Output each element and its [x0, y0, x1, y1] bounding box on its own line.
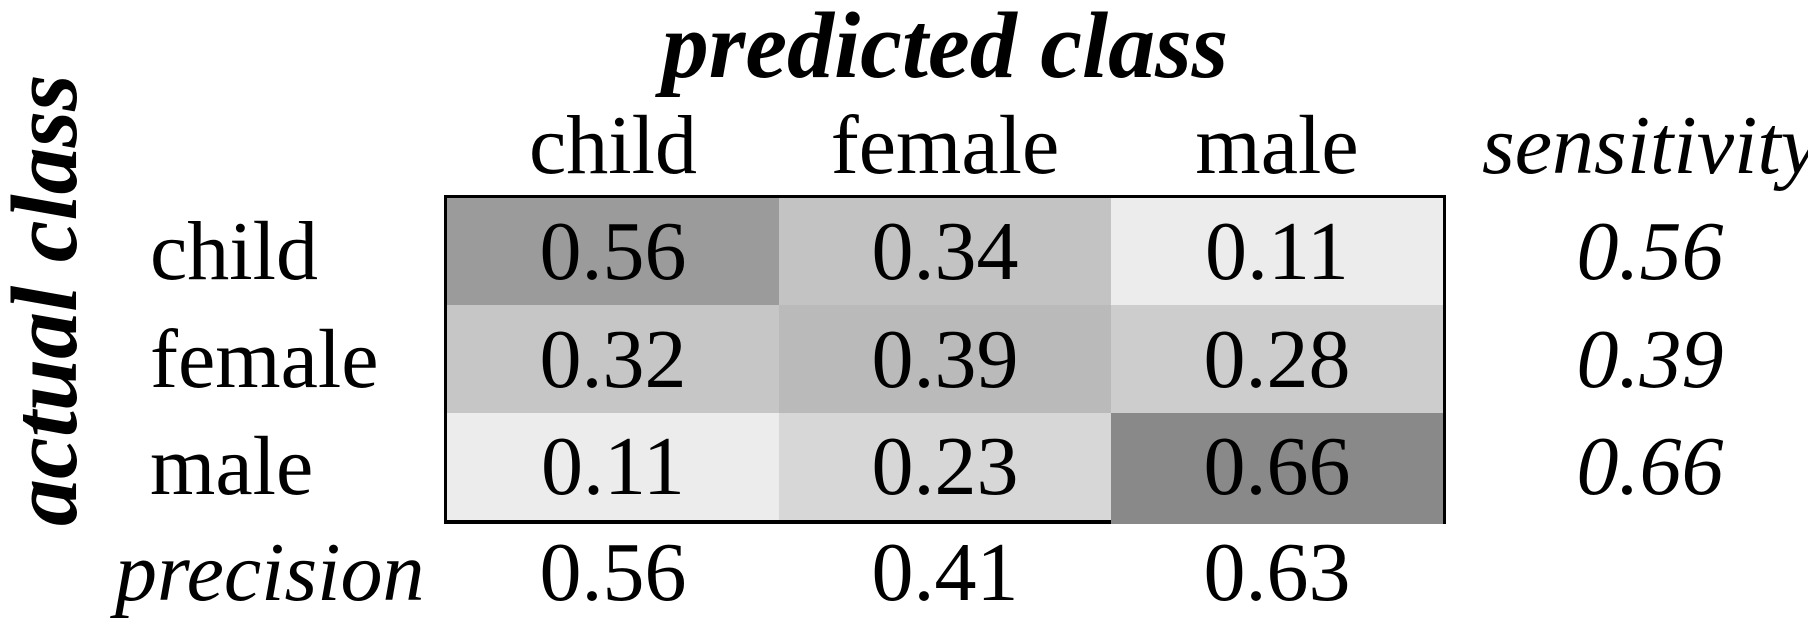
precision-value-male: 0.63	[1203, 525, 1351, 619]
precision-value-child: 0.56	[539, 525, 687, 619]
precision-value-female: 0.41	[871, 525, 1019, 619]
matrix-cell: 0.39	[779, 305, 1111, 413]
actual-class-axis-label: actual class	[0, 74, 97, 526]
sensitivity-value-child: 0.56	[1576, 205, 1724, 298]
matrix-border-bottom	[444, 520, 1111, 524]
col-header-sensitivity: sensitivity	[1482, 99, 1808, 192]
matrix-border-left	[444, 195, 447, 524]
col-header-child: child	[529, 99, 697, 192]
sensitivity-value-female: 0.39	[1576, 312, 1724, 406]
matrix-cell: 0.23	[779, 413, 1111, 520]
matrix-border-right	[1443, 195, 1446, 524]
precision-row-label: precision	[115, 525, 425, 619]
col-header-female: female	[830, 99, 1060, 192]
matrix-cell-dark-extension	[1111, 520, 1443, 524]
col-header-male: male	[1195, 99, 1359, 192]
row-header-male: male	[150, 420, 314, 513]
matrix-cell: 0.11	[447, 413, 779, 520]
matrix-cell: 0.32	[447, 305, 779, 413]
row-header-child: child	[150, 205, 318, 298]
matrix-cell: 0.28	[1111, 305, 1443, 413]
confusion-matrix-grid: 0.56 0.34 0.11 0.32 0.39 0.28 0.11 0.23 …	[447, 198, 1443, 520]
matrix-border-top	[444, 195, 1446, 198]
matrix-cell: 0.66	[1111, 413, 1443, 520]
sensitivity-value-male: 0.66	[1576, 420, 1724, 513]
matrix-cell: 0.11	[1111, 198, 1443, 305]
matrix-cell: 0.56	[447, 198, 779, 305]
matrix-cell: 0.34	[779, 198, 1111, 305]
row-header-female: female	[150, 312, 379, 406]
predicted-class-title: predicted class	[661, 0, 1229, 98]
